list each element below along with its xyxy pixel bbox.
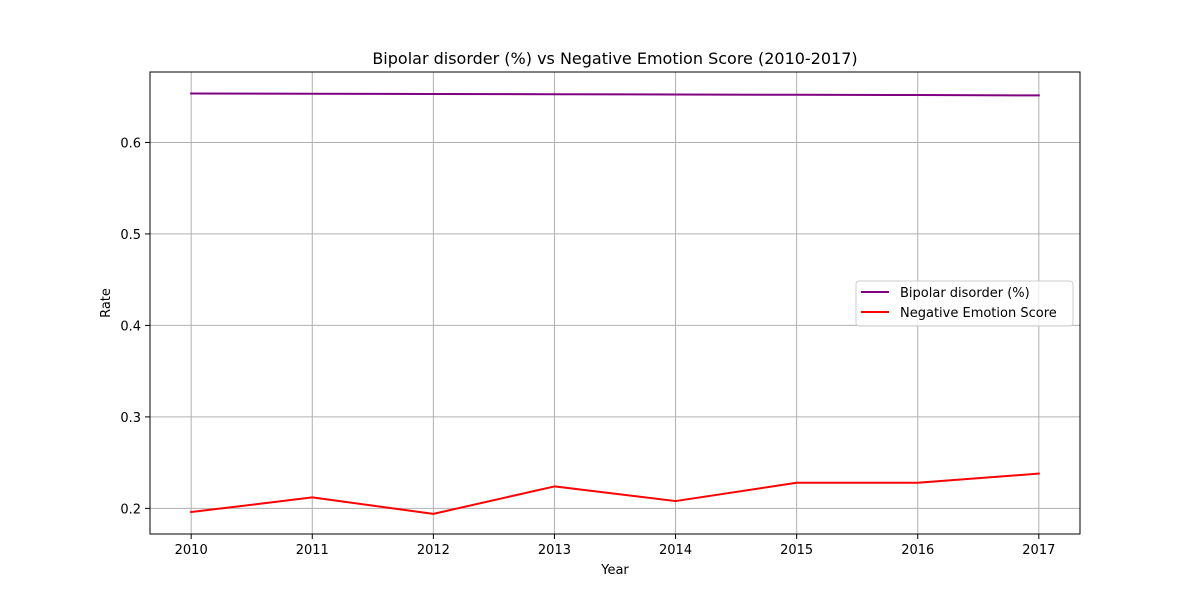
x-tick-label: 2017 <box>1022 543 1055 558</box>
series-line-bipolar-disorder <box>190 92 1040 97</box>
axis-ticks: 2010 2011 2012 2013 2014 2015 2016 2017 0.2 0.3 0.… <box>120 136 1055 558</box>
y-tick-label: 0.3 <box>120 411 141 426</box>
y-tick-label: 0.5 <box>120 228 141 243</box>
legend: Bipolar disorder (%) Negative Emotion Sco… <box>855 280 1074 327</box>
x-tick-label: 2013 <box>538 543 571 558</box>
y-tick-label: 0.4 <box>120 319 141 334</box>
y-axis-label: Rate <box>99 288 114 318</box>
x-tick-label: 2016 <box>901 543 934 558</box>
y-tick-label: 0.2 <box>120 502 141 517</box>
grid <box>150 72 1080 534</box>
x-axis-label: Year <box>600 563 629 578</box>
chart-title: Bipolar disorder (%) vs Negative Emotion… <box>372 49 857 68</box>
x-tick-label: 2012 <box>417 543 450 558</box>
legend-label: Negative Emotion Score <box>900 306 1057 321</box>
x-tick-label: 2015 <box>780 543 813 558</box>
plot-area-frame <box>149 71 1081 535</box>
y-tick-label: 0.6 <box>120 136 141 151</box>
series-lines <box>190 92 1040 515</box>
series-line-negative-emotion-score <box>190 472 1040 515</box>
x-tick-label: 2010 <box>175 543 208 558</box>
x-tick-label: 2014 <box>659 543 692 558</box>
legend-label: Bipolar disorder (%) <box>900 286 1030 301</box>
legend-box <box>855 280 1074 327</box>
x-tick-label: 2011 <box>296 543 329 558</box>
